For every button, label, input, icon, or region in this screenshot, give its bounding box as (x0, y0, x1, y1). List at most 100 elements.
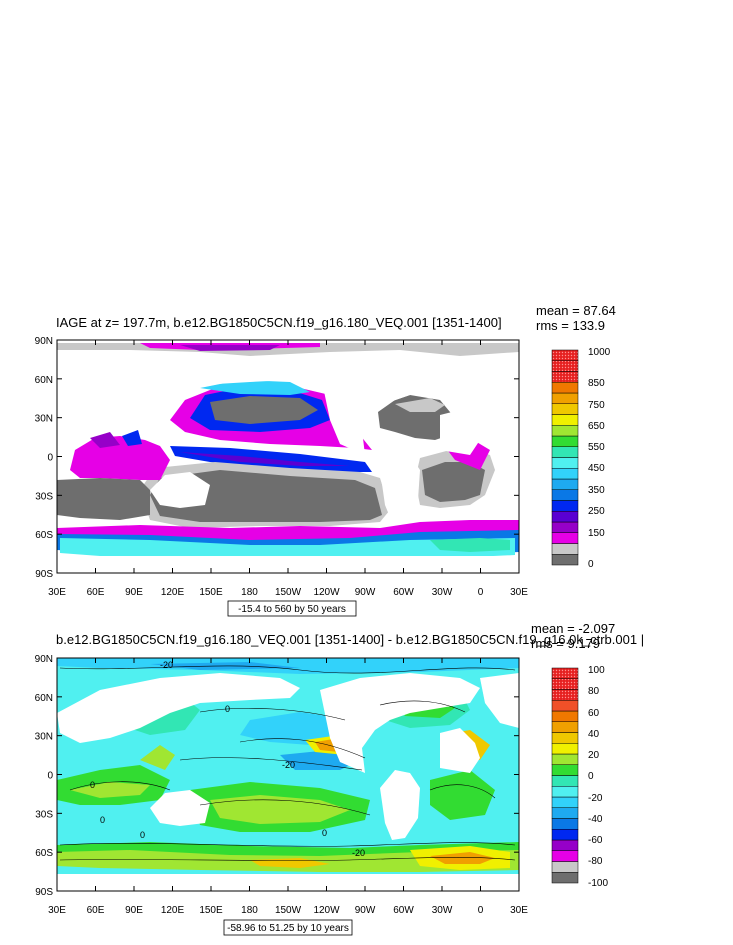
colorbar: 100 80 60 40 20 0 -20 -40 -60 -80 -100 (551, 665, 608, 889)
lat-ticks: 90N 60N 30N 0 30S 60S 90S (35, 336, 519, 580)
indian-ocean (70, 436, 170, 480)
contour-label: -20 (352, 848, 365, 858)
colorbar-swatch (551, 543, 579, 555)
colorbar-label: 650 (588, 421, 605, 432)
lon-ticks: 30E 60E 90E 120E 150E 180 150W 120W 90W 60W 30W 0 30… (48, 658, 528, 916)
colorbar-swatch (551, 521, 579, 533)
colorbar-swatch (551, 786, 579, 798)
contour-info-box (227, 600, 357, 617)
colorbar-swatch (551, 667, 579, 679)
lon-tick-label: 30E (510, 905, 528, 916)
colorbar-swatch (551, 414, 579, 426)
colorbar-swatch (551, 489, 579, 501)
south-pacific-gyre (150, 470, 382, 522)
lat-tick-label: 30S (35, 491, 53, 502)
lat-tick-label: 30N (35, 732, 53, 743)
colorbar-label: 100 (588, 665, 605, 676)
colorbar-swatch (551, 478, 579, 490)
colorbar-label: -40 (588, 814, 603, 825)
colorbar-label: -100 (588, 878, 608, 889)
contour-label: 0 (90, 780, 95, 790)
map-field: -20 0 -20 0 0 0 -20 0 (57, 658, 519, 891)
lon-tick-label: 60E (87, 587, 105, 598)
lon-tick-label: 150E (199, 587, 223, 598)
lon-tick-label: 120E (161, 587, 185, 598)
colorbar-swatch (551, 721, 579, 733)
colorbar-swatch (551, 775, 579, 787)
colorbar-label: 750 (588, 400, 605, 411)
contour-info: -15.4 to 560 by 50 years (238, 604, 346, 615)
colorbar-swatch (551, 796, 579, 808)
map-title: IAGE at z= 197.7m, b.e12.BG1850C5CN.f19_… (56, 315, 502, 330)
contour-info-box (223, 919, 353, 936)
colorbar-swatch (551, 861, 579, 873)
colorbar-swatch (551, 829, 579, 841)
colorbar-swatch (551, 392, 579, 404)
colorbar-label: -20 (588, 793, 603, 804)
lon-tick-label: 180 (241, 587, 258, 598)
lon-tick-label: 60W (393, 587, 414, 598)
lon-tick-label: 150W (275, 905, 302, 916)
lon-tick-label: 30E (48, 587, 66, 598)
lon-tick-label: 90E (125, 587, 143, 598)
mean-stat: mean = 87.64 (536, 303, 616, 318)
lat-tick-label: 0 (47, 771, 53, 782)
colorbar-swatch (551, 743, 579, 755)
colorbar-label: 80 (588, 686, 600, 697)
colorbar-label: 20 (588, 750, 600, 761)
lon-tick-label: 30E (48, 905, 66, 916)
iage-map-panel: IAGE at z= 197.7m, b.e12.BG1850C5CN.f19_… (35, 303, 616, 617)
contour-lines (59, 665, 516, 861)
colorbar-label: 40 (588, 729, 600, 740)
colorbar-swatch (551, 839, 579, 851)
colorbar-label: -80 (588, 856, 603, 867)
lon-tick-label: 90W (355, 587, 376, 598)
lon-tick-label: 0 (478, 587, 484, 598)
rms-stat: rms = 133.9 (536, 318, 605, 333)
colorbar-label: -60 (588, 835, 603, 846)
colorbar-swatch (551, 435, 579, 447)
contour-info: -58.96 to 51.25 by 10 years (227, 923, 349, 934)
mean-stat: mean = -2.097 (531, 621, 615, 636)
lon-tick-label: 30W (432, 587, 453, 598)
colorbar-swatch (551, 371, 579, 383)
lat-tick-label: 90S (35, 569, 53, 580)
colorbar-swatch (551, 349, 579, 361)
difference-map-panel: b.e12.BG1850C5CN.f19_g16.180_VEQ.001 [13… (35, 621, 644, 936)
lon-tick-label: 150W (275, 587, 302, 598)
lon-tick-label: 120E (161, 905, 185, 916)
colorbar-label: 60 (588, 708, 600, 719)
lat-ticks: 90N 60N 30N 0 30S 60S 90S (35, 654, 519, 898)
lat-tick-label: 60N (35, 693, 53, 704)
lon-tick-label: 30E (510, 587, 528, 598)
lon-tick-label: 30W (432, 905, 453, 916)
colorbar-label: 150 (588, 528, 605, 539)
contour-label: 0 (100, 815, 105, 825)
lon-tick-label: 60W (393, 905, 414, 916)
lon-tick-label: 120W (313, 587, 340, 598)
lon-tick-label: 180 (241, 905, 258, 916)
colorbar-swatch (551, 764, 579, 776)
lon-tick-label: 90E (125, 905, 143, 916)
colorbar-swatch (551, 850, 579, 862)
colorbar-swatch (551, 511, 579, 523)
colorbar-swatch (551, 360, 579, 372)
lon-tick-label: 60E (87, 905, 105, 916)
rms-stat: rms = 9.179 (531, 636, 600, 651)
colorbar-swatch (551, 554, 579, 566)
lon-ticks: 30E 60E 90E 120E 150E 180 150W 120W 90W 60W 30W 0 30… (48, 340, 528, 598)
colorbar-swatch (551, 532, 579, 544)
lat-tick-label: 60S (35, 530, 53, 541)
lat-tick-label: 90S (35, 887, 53, 898)
contour-label: -20 (160, 660, 173, 670)
lat-tick-label: 90N (35, 654, 53, 665)
colorbar-swatch (551, 753, 579, 765)
colorbar-label: 550 (588, 442, 605, 453)
contour-label: 0 (140, 830, 145, 840)
colorbar-swatch (551, 818, 579, 830)
colorbar-label: 250 (588, 506, 605, 517)
colorbar-swatch (551, 446, 579, 458)
lat-tick-label: 30N (35, 414, 53, 425)
colorbar-swatch (551, 500, 579, 512)
